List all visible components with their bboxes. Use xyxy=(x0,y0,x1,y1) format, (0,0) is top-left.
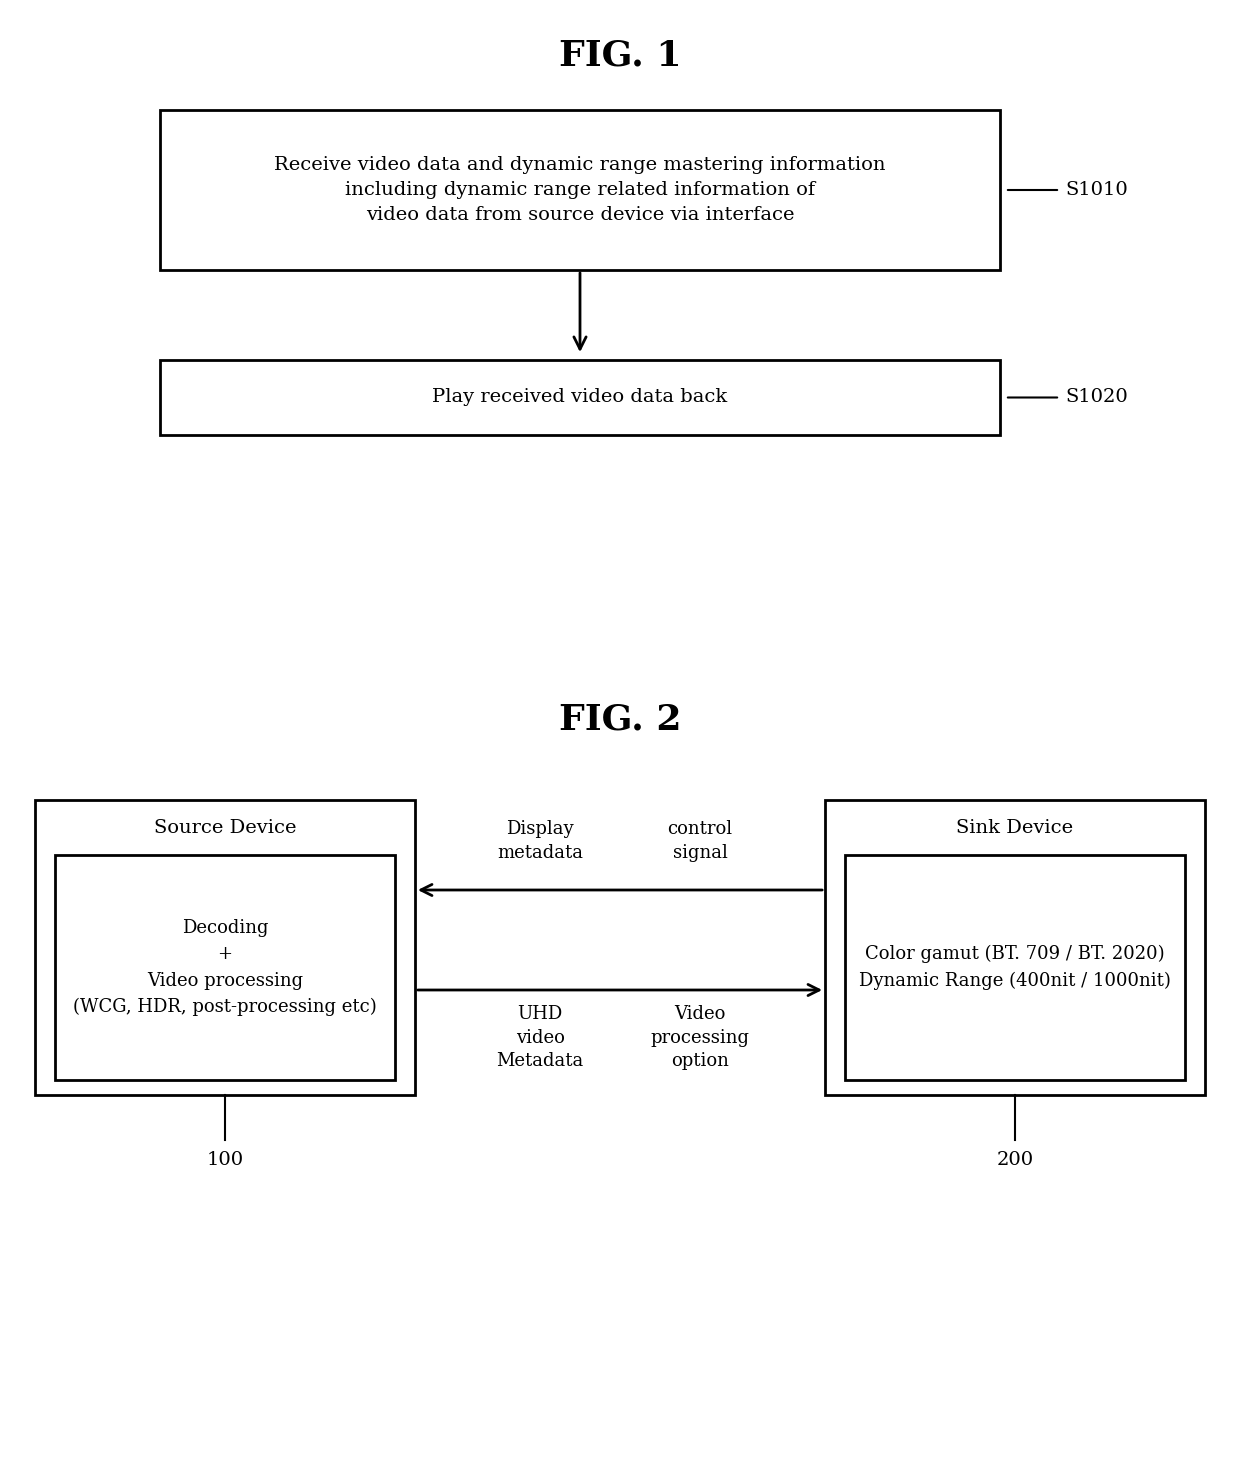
Text: S1010: S1010 xyxy=(1065,180,1127,200)
Bar xyxy=(35,800,415,1094)
Text: Receive video data and dynamic range mastering information
including dynamic ran: Receive video data and dynamic range mas… xyxy=(274,156,885,224)
Text: Sink Device: Sink Device xyxy=(956,819,1074,838)
Text: control
signal: control signal xyxy=(667,820,733,861)
Text: Display
metadata: Display metadata xyxy=(497,820,583,861)
Text: 200: 200 xyxy=(997,1152,1034,1169)
Text: UHD
video
Metadata: UHD video Metadata xyxy=(496,1005,584,1071)
Bar xyxy=(844,855,1185,1080)
Bar xyxy=(55,855,396,1080)
Text: FIG. 2: FIG. 2 xyxy=(559,703,681,736)
Text: Video
processing
option: Video processing option xyxy=(651,1005,749,1071)
Text: Source Device: Source Device xyxy=(154,819,296,838)
Text: Decoding
+
Video processing
(WCG, HDR, post-processing etc): Decoding + Video processing (WCG, HDR, p… xyxy=(73,918,377,1017)
Text: Play received video data back: Play received video data back xyxy=(433,389,728,406)
Text: Color gamut (BT. 709 / BT. 2020)
Dynamic Range (400nit / 1000nit): Color gamut (BT. 709 / BT. 2020) Dynamic… xyxy=(859,945,1171,990)
Text: S1020: S1020 xyxy=(1065,389,1127,406)
Text: 100: 100 xyxy=(206,1152,243,1169)
Bar xyxy=(160,110,999,270)
Text: FIG. 1: FIG. 1 xyxy=(559,38,681,72)
Bar xyxy=(825,800,1205,1094)
Bar xyxy=(160,359,999,436)
